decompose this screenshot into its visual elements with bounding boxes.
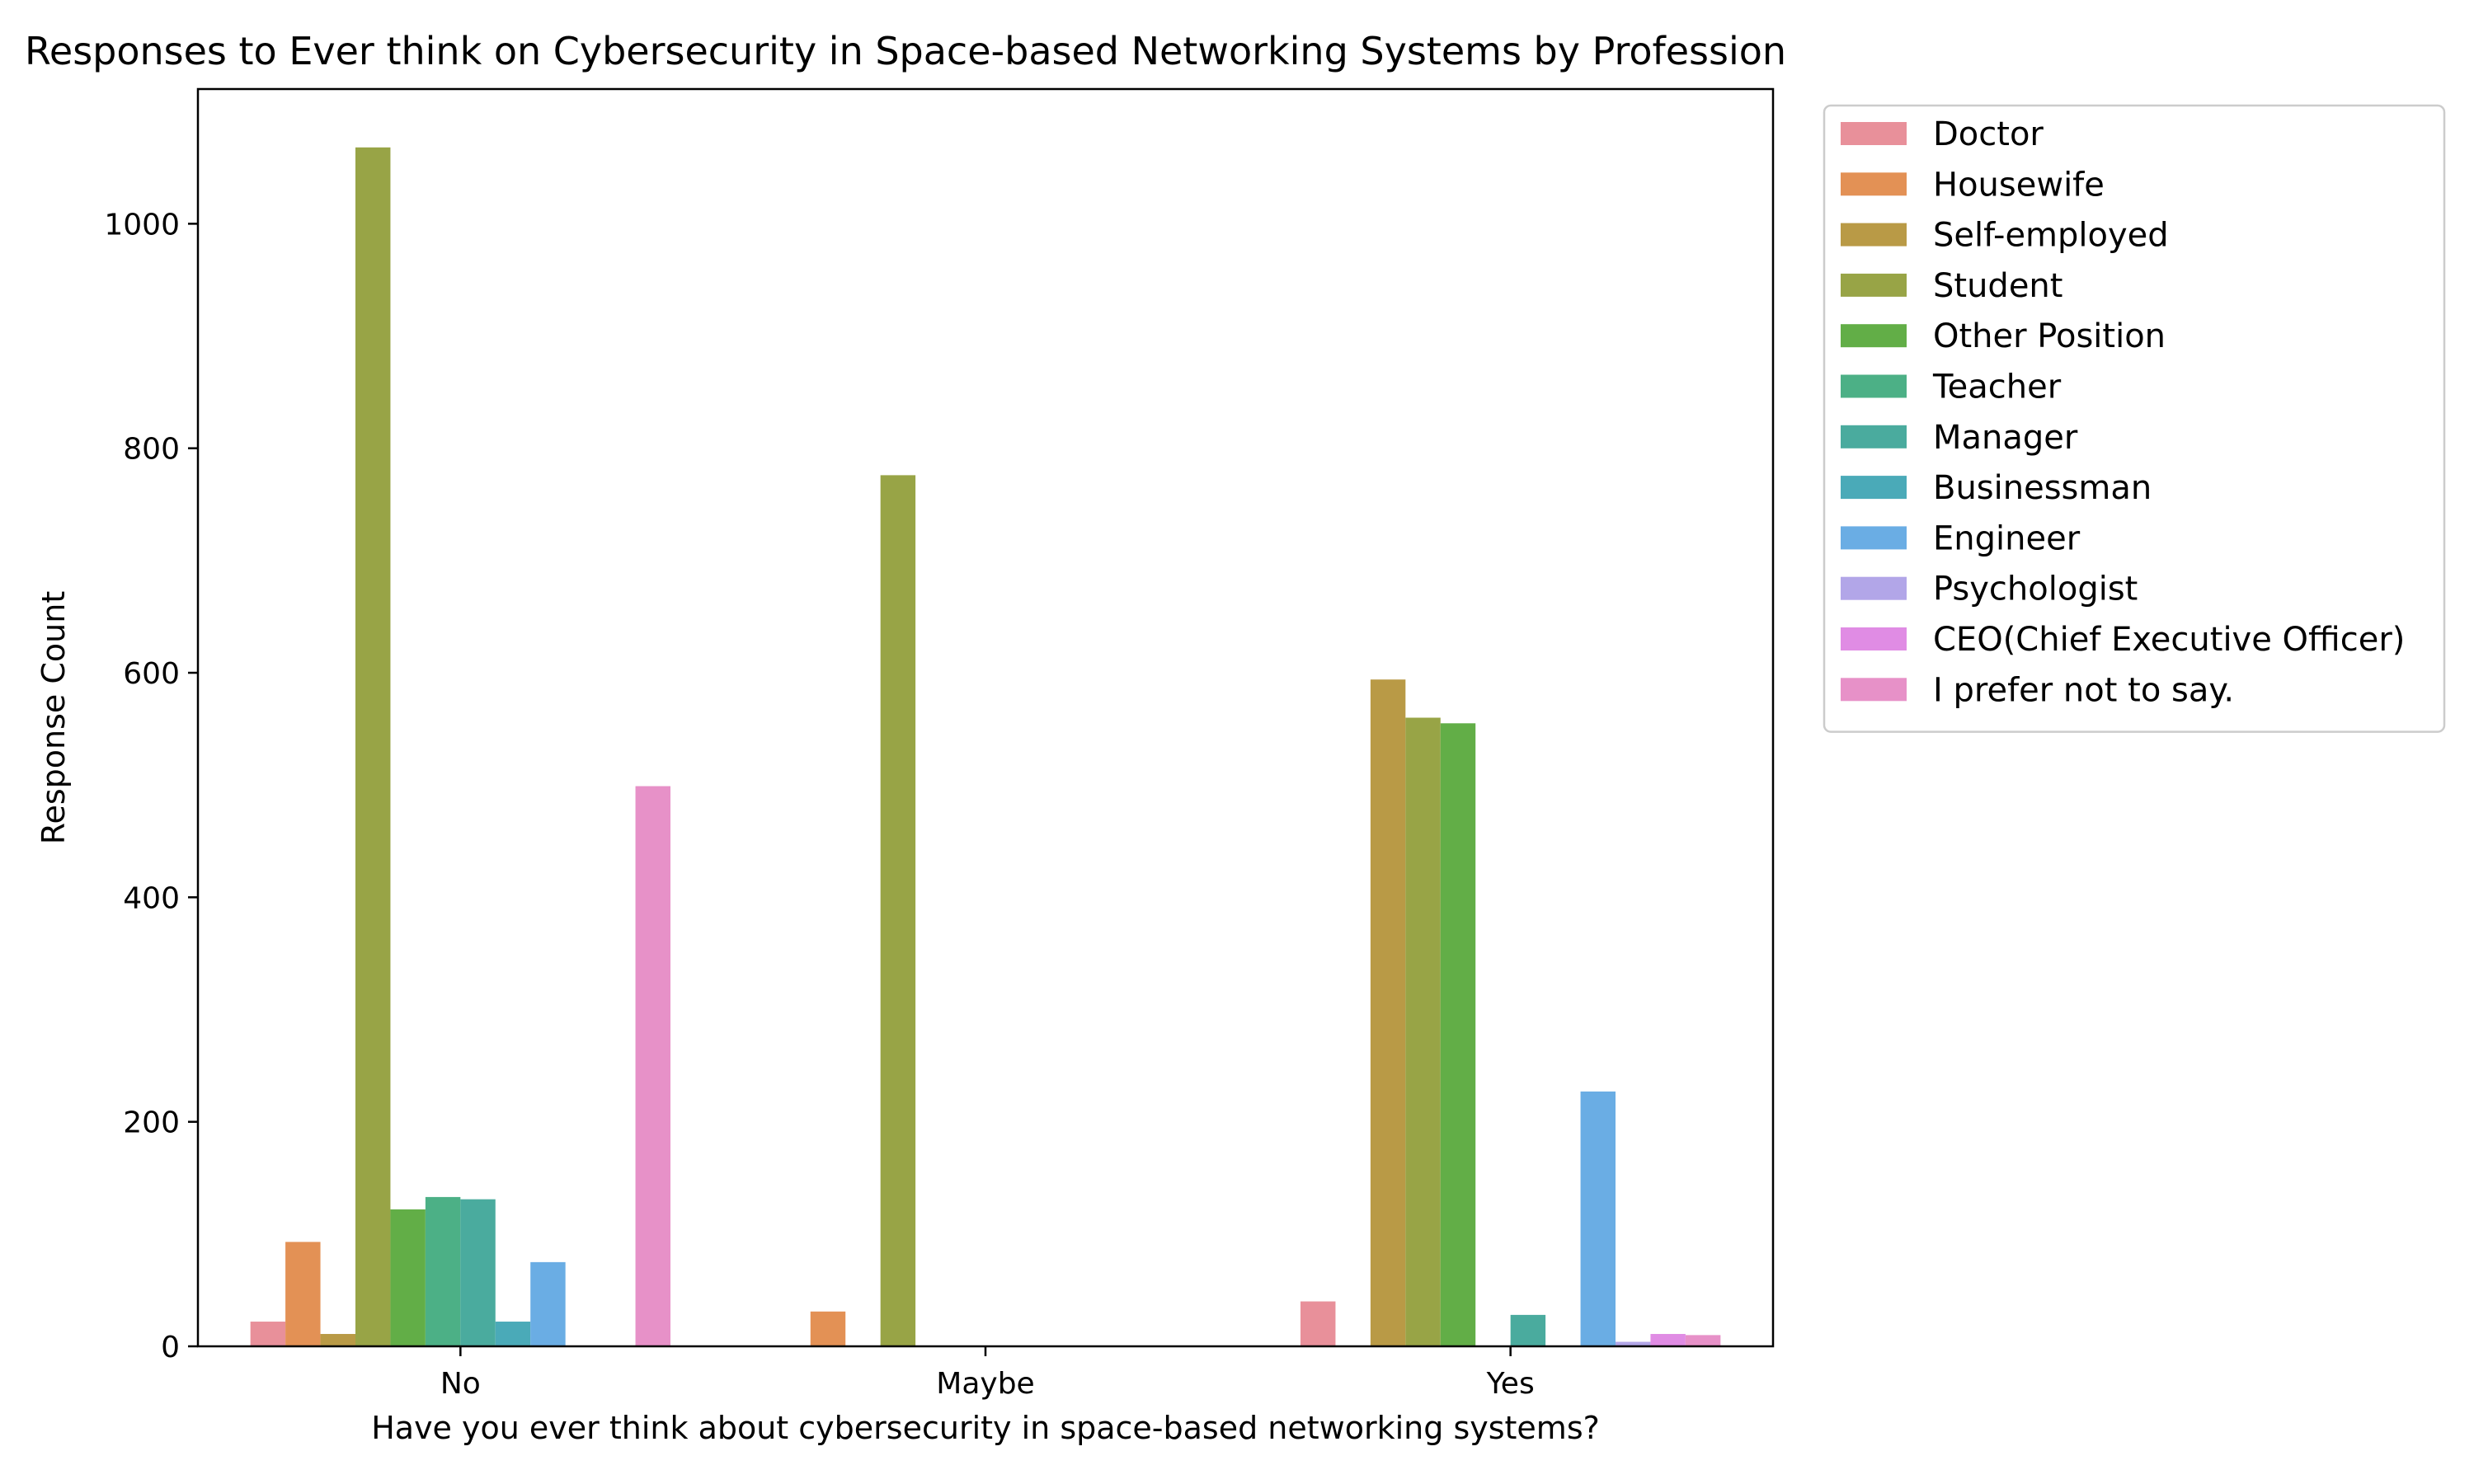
y-axis: 0 200 400 600 800 1000 xyxy=(104,208,198,1364)
bar-doctor-no xyxy=(250,1322,286,1346)
legend-label: I prefer not to say. xyxy=(1933,671,2234,709)
bar-psychologist-yes xyxy=(1616,1341,1651,1346)
bar-manager-no xyxy=(460,1199,496,1346)
y-tick-label: 600 xyxy=(123,657,180,691)
x-tick-label: Maybe xyxy=(936,1367,1034,1401)
bar-housewife-maybe xyxy=(810,1311,846,1346)
legend-swatch xyxy=(1841,678,1907,702)
bar-ceo-chief-executive-officer-yes xyxy=(1650,1334,1686,1346)
bar-self-employed-no xyxy=(320,1334,355,1346)
legend-swatch xyxy=(1841,324,1907,348)
x-axis: No Maybe Yes xyxy=(440,1346,1535,1401)
legend-swatch xyxy=(1841,425,1907,448)
y-tick-label: 800 xyxy=(123,433,180,467)
legend-swatch xyxy=(1841,627,1907,650)
legend-label: CEO(Chief Executive Officer) xyxy=(1933,621,2405,659)
legend-swatch xyxy=(1841,526,1907,550)
legend-label: Engineer xyxy=(1933,519,2081,557)
y-tick-label: 200 xyxy=(123,1106,180,1140)
legend-label: Manager xyxy=(1933,419,2078,457)
bar-engineer-no xyxy=(530,1261,566,1346)
bar-i-prefer-not-to-say-no xyxy=(635,786,670,1346)
legend-frame xyxy=(1823,104,2446,733)
legend-label: Housewife xyxy=(1933,166,2105,204)
legend-label: Psychologist xyxy=(1933,571,2138,608)
legend: Doctor Housewife Self-employed Student Other… xyxy=(1823,104,2446,733)
legend-swatch xyxy=(1841,223,1907,247)
chart-title: Responses to Ever think on Cybersecurity… xyxy=(25,29,1786,73)
bar-housewife-no xyxy=(285,1242,321,1346)
legend-label: Student xyxy=(1933,267,2062,305)
x-tick-label: Yes xyxy=(1486,1367,1535,1401)
y-axis-label: Response Count xyxy=(35,591,72,844)
legend-label: Other Position xyxy=(1933,317,2166,355)
legend-swatch xyxy=(1841,374,1907,398)
bar-i-prefer-not-to-say-yes xyxy=(1685,1335,1721,1346)
legend-swatch xyxy=(1841,576,1907,600)
legend-swatch xyxy=(1841,172,1907,196)
legend-swatch xyxy=(1841,273,1907,297)
bar-self-employed-yes xyxy=(1370,679,1406,1346)
bars-layer xyxy=(250,147,1721,1347)
legend-swatch xyxy=(1841,476,1907,500)
bar-student-maybe xyxy=(880,475,916,1346)
legend-label: Self-employed xyxy=(1933,217,2169,255)
legend-label: Teacher xyxy=(1932,369,2062,406)
legend-label: Doctor xyxy=(1933,115,2044,153)
bar-student-no xyxy=(355,147,391,1346)
bar-other-position-yes xyxy=(1440,723,1476,1346)
y-tick-label: 400 xyxy=(123,881,180,915)
bar-doctor-yes xyxy=(1300,1301,1336,1346)
bar-other-position-no xyxy=(390,1209,426,1346)
plot-area-frame xyxy=(196,87,1775,1348)
legend-swatch xyxy=(1841,122,1907,145)
y-tick-label: 1000 xyxy=(104,208,180,242)
bar-engineer-yes xyxy=(1580,1091,1616,1346)
x-tick-label: No xyxy=(440,1367,481,1401)
x-axis-label: Have you ever think about cybersecurity … xyxy=(371,1410,1600,1446)
y-tick-label: 0 xyxy=(161,1331,180,1364)
bar-businessman-no xyxy=(495,1322,531,1346)
bar-teacher-no xyxy=(425,1196,461,1346)
bar-student-yes xyxy=(1405,717,1441,1346)
legend-label: Businessman xyxy=(1933,469,2152,507)
bar-manager-yes xyxy=(1510,1314,1546,1347)
